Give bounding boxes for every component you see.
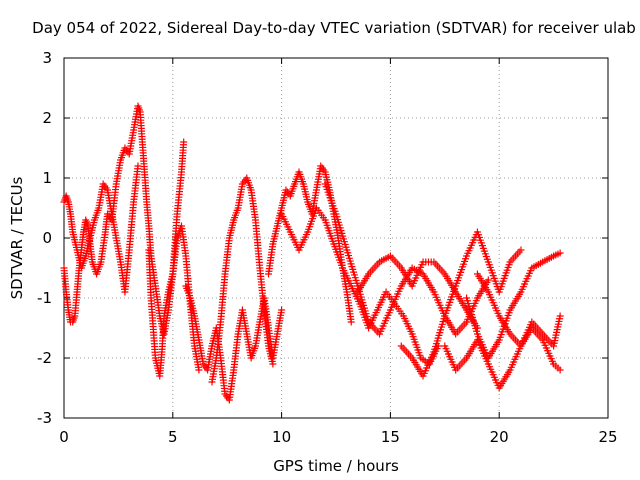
data-point	[180, 138, 188, 146]
y-axis-label: SDTVAR / TECUs	[8, 176, 26, 299]
data-point	[347, 318, 355, 326]
series-arc-2	[60, 162, 142, 296]
x-axis-label: GPS time / hours	[273, 457, 399, 475]
x-tick-label: 25	[598, 428, 617, 446]
series-arc-7	[278, 204, 442, 368]
y-axis: -3 -2 -1 0 1 2 3	[37, 49, 608, 427]
data-point	[517, 246, 525, 254]
data-point	[269, 360, 277, 368]
x-tick-label: 0	[59, 428, 69, 446]
data-point	[556, 366, 564, 374]
series-arc-6	[265, 162, 355, 326]
series-arc-13	[473, 270, 564, 350]
data-point	[484, 276, 492, 284]
x-axis: 0 5 10 15 20 25	[59, 58, 618, 446]
y-tick-label: 3	[42, 49, 52, 67]
x-tick-label: 20	[490, 428, 509, 446]
y-tick-label: 0	[42, 229, 52, 247]
series-arc-12	[463, 249, 564, 362]
y-tick-label: 1	[42, 169, 52, 187]
data-point	[134, 162, 142, 170]
series-arc-10	[397, 228, 525, 380]
series-arc-3	[145, 138, 188, 380]
x-tick-label: 15	[381, 428, 400, 446]
y-tick-label: -2	[37, 349, 52, 367]
data-point	[556, 249, 564, 257]
chart-title: Day 054 of 2022, Sidereal Day-to-day VTE…	[32, 19, 636, 37]
data-point	[556, 312, 564, 320]
series-arc-4	[182, 282, 286, 404]
data-points	[60, 102, 564, 404]
y-tick-label: -3	[37, 409, 52, 427]
y-tick-label: -1	[37, 289, 52, 307]
series-arc-1	[60, 102, 203, 374]
data-point	[278, 306, 286, 314]
data-point	[195, 366, 203, 374]
x-tick-label: 10	[272, 428, 291, 446]
y-tick-label: 2	[42, 109, 52, 127]
series-arc-5	[208, 174, 277, 386]
x-tick-label: 5	[168, 428, 178, 446]
